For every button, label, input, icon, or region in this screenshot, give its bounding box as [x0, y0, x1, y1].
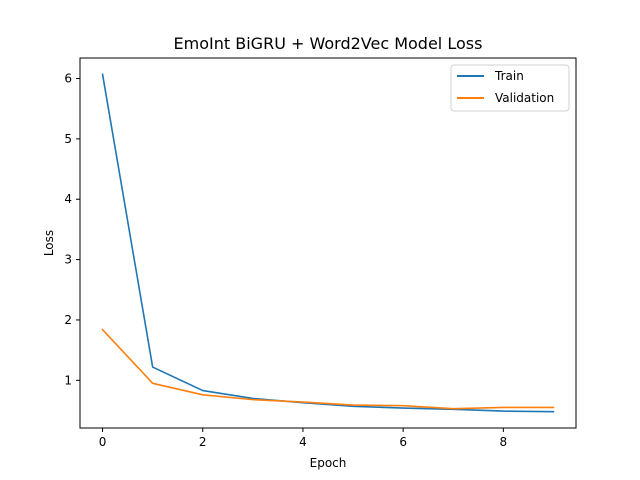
y-tick-label-0: 1: [64, 373, 72, 387]
train-line: [101, 73, 555, 413]
x-tick-label-2: 4: [299, 435, 307, 449]
y-tick-label-1: 2: [64, 313, 72, 327]
plot-area: [101, 73, 555, 413]
x-tick-label-1: 2: [199, 435, 207, 449]
x-tick-label-3: 6: [399, 435, 407, 449]
legend-validation-label: Validation: [495, 91, 554, 105]
y-tick-label-4: 5: [64, 132, 72, 146]
x-axis-ticks: 0 2 4 6 8: [99, 428, 507, 449]
validation-line: [101, 328, 555, 410]
x-tick-label-4: 8: [500, 435, 508, 449]
y-tick-label-2: 3: [64, 253, 72, 267]
y-tick-label-5: 6: [64, 72, 72, 86]
plot-frame: [79, 57, 577, 429]
y-tick-label-3: 4: [64, 192, 72, 206]
y-axis-ticks: 1 2 3 4 5 6: [64, 72, 80, 387]
y-axis-label: Loss: [42, 230, 56, 256]
x-axis-label: Epoch: [310, 456, 347, 470]
chart-title: EmoInt BiGRU + Word2Vec Model Loss: [174, 34, 483, 53]
legend-train-label: Train: [494, 69, 524, 83]
legend: Train Validation: [450, 64, 570, 112]
x-tick-label-0: 0: [99, 435, 107, 449]
